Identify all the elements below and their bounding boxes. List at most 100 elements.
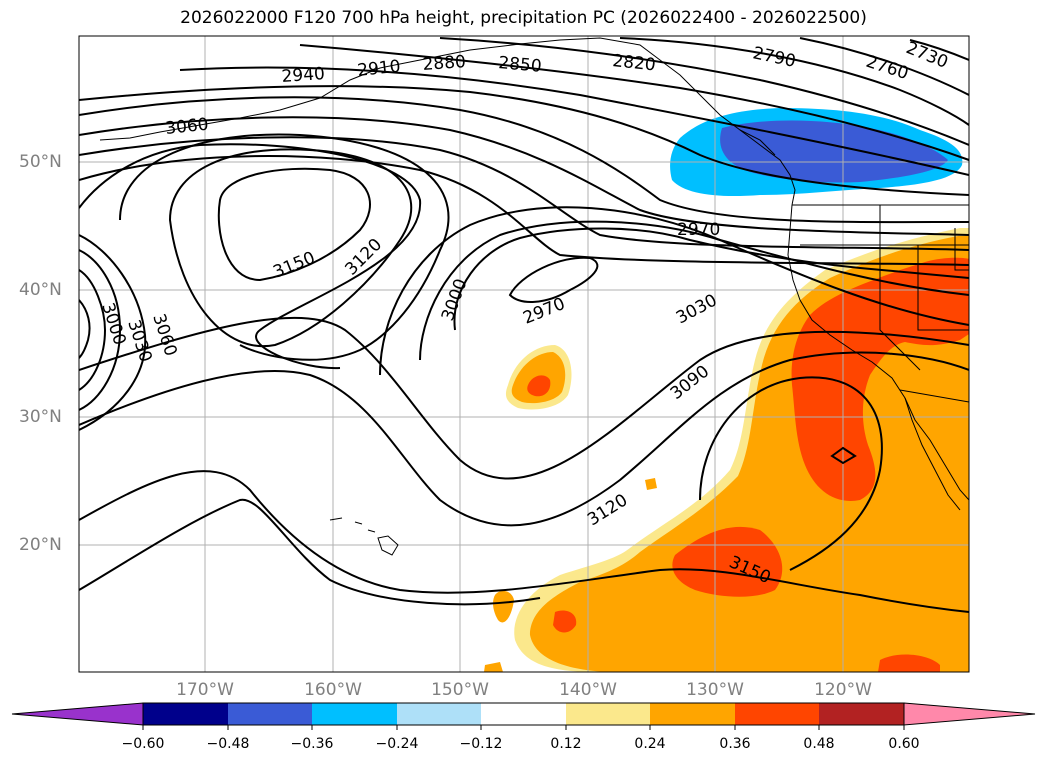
precip-positive-area (484, 228, 969, 672)
contour-2850 (299, 44, 969, 161)
colorbar-frame (142, 702, 905, 726)
colorbar-tick-label: 0.24 (634, 736, 666, 752)
lon-label-160w: 160°W (304, 680, 362, 700)
colorbar-tick-label: −0.12 (459, 736, 503, 752)
contour-2970-north (79, 116, 969, 236)
precip-negative-area (670, 108, 963, 197)
contour-3000-north (79, 136, 969, 251)
precip-speck-2 (553, 610, 577, 633)
colorbar-tick-label: −0.24 (375, 736, 419, 752)
contour-3060-wave (79, 143, 422, 370)
colorbar-segment-8 (735, 703, 819, 725)
colorbar-segment-7 (650, 703, 735, 725)
colorbar-tick-label: 0.36 (719, 736, 751, 752)
contour-label-2970-north: 2970 (677, 220, 720, 240)
contour-label-2880: 2880 (422, 52, 467, 75)
plot-frame (78, 35, 970, 673)
lon-label-170w: 170°W (176, 680, 234, 700)
colorbar-ticks (142, 725, 905, 730)
bc-coast (739, 129, 796, 206)
contour-label-2790: 2790 (751, 43, 797, 72)
contour-label-2940: 2940 (281, 64, 326, 87)
contour-high-diamond (830, 446, 857, 465)
precip-speck-1 (493, 590, 514, 623)
contour-3000-low (453, 227, 969, 331)
precip-speck-4 (878, 654, 940, 672)
colorbar-tick-label: −0.36 (290, 736, 334, 752)
lat-label-30n: 30°N (19, 407, 62, 427)
contour-3060-west (79, 234, 147, 431)
colorbar-segment-3 (312, 703, 397, 725)
lon-label-150w: 150°W (431, 680, 489, 700)
contour-2970-low (508, 256, 599, 303)
colorbar-tick-label: 0.60 (888, 736, 920, 752)
contour-3060 (379, 206, 969, 376)
contour-label-3150: 3150 (270, 248, 318, 283)
contour-3120 (168, 148, 413, 348)
colorbar-segment-2 (228, 703, 312, 725)
colorbar-segment-9 (819, 703, 904, 725)
map-title: 2026022000 F120 700 hPa height, precipit… (180, 8, 867, 28)
contour-3150-high (217, 167, 371, 282)
contour-label-3060-north: 3060 (164, 115, 209, 139)
colorbar (11, 702, 1036, 730)
contour-2790 (619, 37, 969, 126)
grid-lines (79, 36, 969, 672)
precip-dark-blue-region (720, 120, 948, 183)
us-west-coast (787, 204, 969, 501)
lat-label-20n: 20°N (19, 535, 62, 555)
colorbar-segment-1 (143, 703, 228, 725)
contour-3090 (119, 133, 450, 361)
contour-2970-west (79, 299, 91, 359)
state-border-2 (879, 205, 921, 371)
contour-label-3120: 3120 (584, 490, 631, 530)
contour-3030-west (79, 269, 107, 391)
colorbar-tick-label: 0.48 (803, 736, 835, 752)
colorbar-tick-label: 0.12 (550, 736, 582, 752)
contour-2880 (179, 66, 969, 176)
contour-label-2730: 2730 (903, 38, 951, 73)
height-contours (79, 37, 969, 613)
alaska-coast (99, 37, 776, 156)
contour-2940 (79, 96, 969, 224)
precip-red-orange-region (791, 257, 969, 501)
lat-label-40n: 40°N (19, 280, 62, 300)
contour-label-2970-low: 2970 (520, 294, 568, 329)
lon-label-120w: 120°W (814, 680, 872, 700)
mexico-border (899, 389, 969, 403)
contour-label-2820: 2820 (611, 51, 656, 75)
contour-3000-west (79, 249, 122, 411)
contour-3180-west (79, 498, 541, 606)
precip-red-orange-south (672, 526, 783, 597)
contour-3090-main (79, 316, 969, 480)
contour-3150-ridge (699, 376, 883, 571)
contour-3030-north (79, 155, 969, 266)
contour-3150-main (79, 470, 969, 613)
lat-label-50n: 50°N (19, 152, 62, 172)
colorbar-extend-right (903, 702, 1036, 726)
state-border-4 (954, 228, 969, 271)
contour-3120-main (79, 351, 969, 527)
lon-label-140w: 140°W (559, 680, 617, 700)
contour-2820 (439, 37, 969, 146)
colorbar-segment-5 (481, 703, 566, 725)
contour-2910 (79, 85, 969, 196)
coastlines (99, 37, 969, 511)
contour-label-2850: 2850 (498, 53, 543, 77)
contour-2760 (799, 37, 969, 96)
colorbar-segment-4 (397, 703, 481, 725)
hawaii-islands (329, 517, 399, 556)
precip-speck-3 (645, 478, 657, 490)
colorbar-tick-label: −0.60 (121, 736, 165, 752)
contour-3030 (419, 220, 969, 361)
contour-2730 (909, 39, 969, 61)
plot-area: 2730 2760 2790 2820 2850 2880 2910 2940 … (79, 36, 969, 672)
contour-label-3030: 3030 (673, 290, 721, 328)
lon-label-130w: 130°W (686, 680, 744, 700)
colorbar-tick-label: −0.48 (206, 736, 250, 752)
contour-label-2910: 2910 (356, 57, 401, 81)
precip-speck-5 (484, 662, 503, 672)
colorbar-segment-6 (566, 703, 650, 725)
precip-small-red-cell (527, 375, 551, 397)
